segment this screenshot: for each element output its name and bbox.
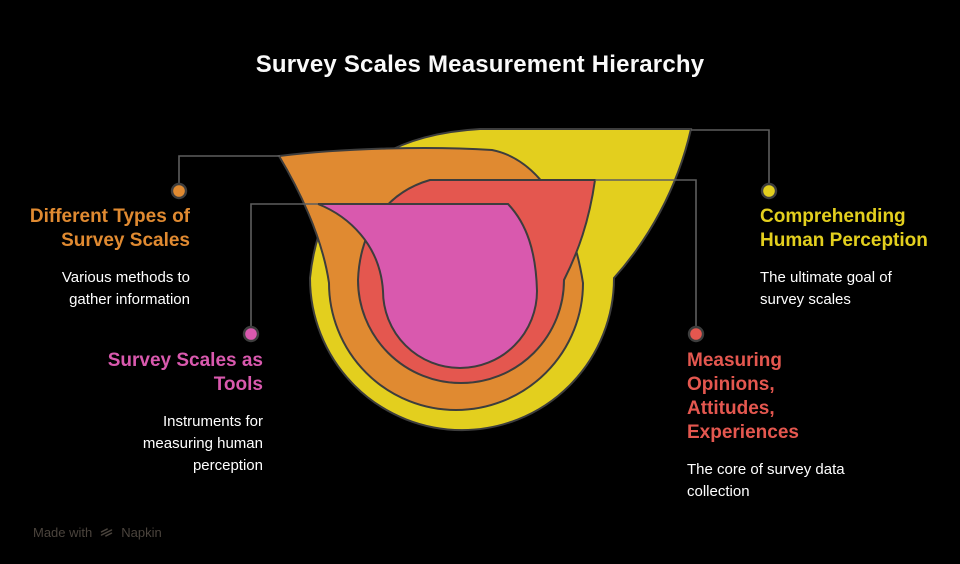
connector-line-tools: [250, 203, 318, 326]
connector-line-types: [178, 155, 280, 183]
connector-line-measuring: [595, 179, 697, 326]
callout-comprehending: Comprehending Human Perception The ultim…: [760, 205, 960, 311]
napkin-brand-label: Napkin: [121, 525, 162, 540]
callout-body-types: Various methods to gather information: [61, 269, 190, 308]
page-title: Survey Scales Measurement Hierarchy: [255, 51, 705, 78]
callout-heading-types: Different Types of Survey Scales: [29, 206, 190, 251]
callout-body-tools: Instruments for measuring human percepti…: [142, 413, 263, 474]
callout-body-comprehending: The ultimate goal of survey scales: [760, 269, 892, 308]
made-with-label: Made with: [33, 525, 93, 540]
connector-line-comprehending: [691, 129, 770, 183]
made-with-napkin-badge: Made with Napkin: [33, 525, 162, 540]
layer-tools-shape: [317, 203, 539, 369]
callout-body-measuring: The core of survey data collection: [687, 461, 845, 500]
connector-dot-comprehending: [760, 182, 778, 200]
callout-heading-measuring: Measuring Opinions, Attitudes, Experienc…: [687, 350, 799, 443]
callout-types: Different Types of Survey Scales Various…: [0, 205, 190, 311]
callout-measuring: Measuring Opinions, Attitudes, Experienc…: [687, 349, 949, 503]
callout-heading-tools: Survey Scales as Tools: [107, 350, 263, 395]
callout-heading-comprehending: Comprehending Human Perception: [760, 206, 928, 251]
napkin-logo-icon: [101, 528, 113, 537]
connector-dot-types: [170, 182, 188, 200]
callout-tools: Survey Scales as Tools Instruments for m…: [60, 349, 263, 477]
connector-dot-measuring: [687, 325, 705, 343]
connector-dot-tools: [242, 325, 260, 343]
